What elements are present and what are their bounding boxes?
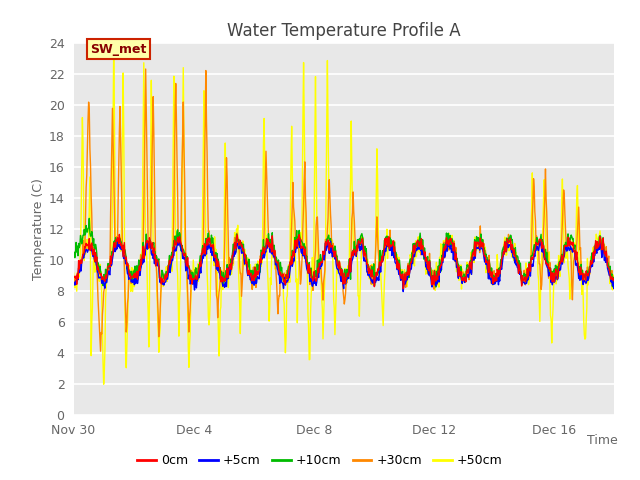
Text: Time: Time: [587, 434, 618, 447]
Text: SW_met: SW_met: [90, 43, 147, 56]
Y-axis label: Temperature (C): Temperature (C): [31, 178, 45, 280]
Title: Water Temperature Profile A: Water Temperature Profile A: [227, 22, 461, 40]
Legend: 0cm, +5cm, +10cm, +30cm, +50cm: 0cm, +5cm, +10cm, +30cm, +50cm: [132, 449, 508, 472]
